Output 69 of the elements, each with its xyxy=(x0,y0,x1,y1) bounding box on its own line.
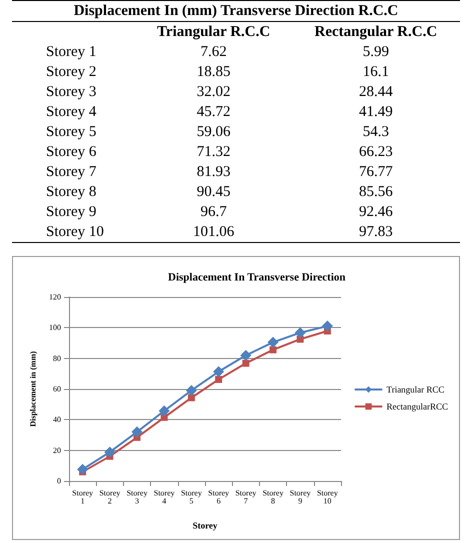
data-label: 28.44 xyxy=(358,83,394,102)
point xyxy=(186,384,197,396)
category-label: Storey 3 xyxy=(45,83,98,102)
data-label: 81.93 xyxy=(196,163,232,182)
data-label: 59.06 xyxy=(196,123,232,142)
category-label: Storey 9 xyxy=(45,203,98,222)
data-label: 101.06 xyxy=(136,222,292,242)
data-label: 85.56 xyxy=(358,183,394,202)
point xyxy=(322,320,333,332)
category-label: Storey 6 xyxy=(45,143,98,162)
point xyxy=(268,336,278,348)
data-label: 5.99 xyxy=(362,43,390,62)
point xyxy=(132,426,142,438)
y-tick-label: 120 xyxy=(49,292,61,302)
point xyxy=(294,327,306,338)
data-label: 45.72 xyxy=(196,103,232,122)
data-label: 32.02 xyxy=(196,83,232,102)
x-tick-label: Storey 3 xyxy=(126,488,148,506)
point xyxy=(158,405,170,416)
data-label: 97.83 xyxy=(292,222,460,242)
category-label: Storey 4 xyxy=(45,103,98,122)
category-label: Storey 1 xyxy=(45,43,98,62)
y-tick-label: 0 xyxy=(57,476,61,486)
x-axis-title: Storey xyxy=(192,520,218,530)
point xyxy=(104,446,116,458)
legend-label: Triangular RCC xyxy=(386,384,444,394)
point xyxy=(188,394,195,402)
data-label: 66.23 xyxy=(358,143,394,162)
category-label: Storey 5 xyxy=(45,123,98,142)
data-label: 7.62 xyxy=(200,43,228,62)
x-tick-label: Storey 9 xyxy=(290,488,311,506)
legend-label: RectangularRCC xyxy=(386,402,448,412)
data-label: 54.3 xyxy=(362,123,390,142)
text: Displacement In (mm) Transverse Direction R.C.C xyxy=(12,0,460,22)
x-tick-label: Storey 8 xyxy=(262,488,284,506)
y-tick-label: 80 xyxy=(53,354,61,363)
text: Triangular R.C.C xyxy=(156,23,272,42)
x-tick-label: Storey 4 xyxy=(154,488,175,506)
point xyxy=(270,346,276,354)
data-label: 96.7 xyxy=(200,203,228,222)
data-label: 18.85 xyxy=(196,63,232,82)
y-tick-label: 40 xyxy=(53,415,61,424)
x-tick-label: Storey 2 xyxy=(99,488,120,506)
data-label: 41.49 xyxy=(358,103,394,122)
category-label: Storey 8 xyxy=(45,183,98,202)
category-label: Storey 7 xyxy=(45,163,98,182)
y-axis-title: Displacement in (mm) xyxy=(28,350,38,427)
point xyxy=(215,376,222,383)
point xyxy=(77,464,88,475)
point xyxy=(242,360,250,367)
y-tick-label: 60 xyxy=(53,384,61,394)
data-label: 71.32 xyxy=(196,143,232,162)
y-tick-label: 20 xyxy=(53,446,61,455)
x-tick-label: Storey 7 xyxy=(235,488,256,506)
point xyxy=(213,366,224,378)
x-tick-label: Storey 1 xyxy=(72,488,94,506)
x-tick-label: Storey 6 xyxy=(208,488,230,506)
x-tick-label: Storey 10 xyxy=(316,488,338,506)
chart-title: Displacement In Transverse Direction xyxy=(168,272,346,284)
point xyxy=(240,350,252,361)
data-label: 92.46 xyxy=(358,203,394,222)
data-label: 16.1 xyxy=(362,63,390,82)
data-label: 90.45 xyxy=(196,183,232,202)
y-tick-label: 100 xyxy=(49,323,61,332)
category-label: Storey 2 xyxy=(45,63,98,82)
category-label: Storey 10 xyxy=(12,222,136,242)
x-tick-label: Storey 5 xyxy=(180,488,202,506)
text: Rectangular R.C.C xyxy=(314,23,438,42)
data-label: 76.77 xyxy=(358,163,394,182)
